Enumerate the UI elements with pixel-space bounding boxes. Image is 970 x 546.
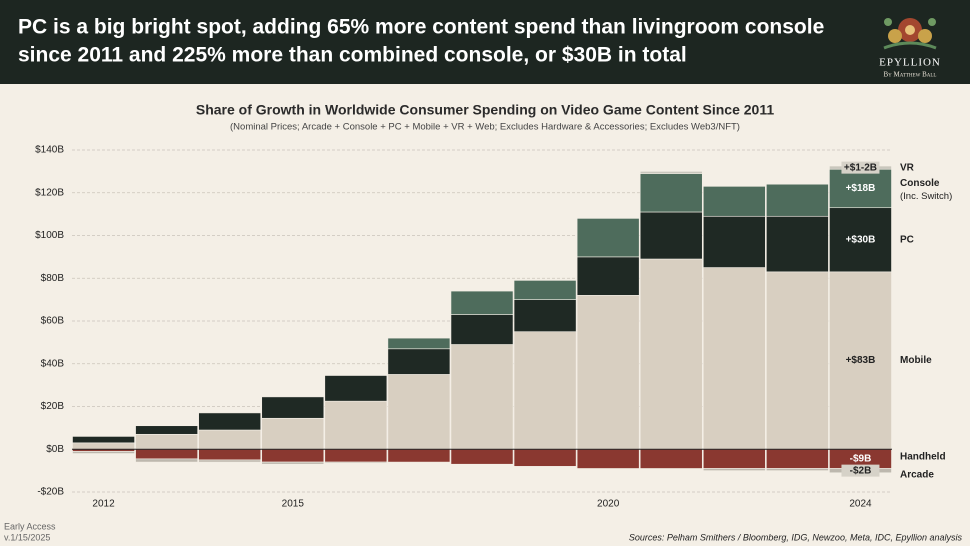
bar-segment <box>450 344 514 450</box>
chart-subtitle: (Nominal Prices; Arcade + Console + PC +… <box>230 122 740 133</box>
logo-byline: By Matthew Ball <box>884 71 937 79</box>
legend-label: VR <box>900 162 915 173</box>
bar-segment <box>261 461 325 465</box>
legend-note: (Inc. Switch) <box>900 191 952 202</box>
header-title: since 2011 and 225% more than combined c… <box>18 44 687 67</box>
bar-segment <box>766 183 829 217</box>
legend-label: Console <box>900 178 940 189</box>
value-label: +$30B <box>846 234 876 245</box>
bar-segment <box>450 448 514 465</box>
bar-segment <box>387 337 451 350</box>
x-tick-label: 2012 <box>92 499 115 510</box>
bar-segment <box>261 417 325 450</box>
footer-status: Early Access <box>4 521 56 531</box>
value-label: -$9B <box>850 454 872 465</box>
bar-segment <box>72 451 135 454</box>
bar-segment <box>639 211 703 260</box>
bar-segment <box>324 375 388 402</box>
bar-segment <box>198 459 262 463</box>
y-tick-label: -$20B <box>37 487 64 498</box>
bar-segment <box>766 271 829 450</box>
bar-segment <box>639 171 703 174</box>
bar-segment <box>576 448 640 469</box>
bar-segment <box>450 314 514 345</box>
bar-segment <box>576 295 640 450</box>
bar-segment <box>576 218 640 258</box>
bar-segment <box>450 290 514 315</box>
bar-segment <box>702 448 766 469</box>
bar-segment <box>702 468 766 471</box>
bar-segment <box>387 374 451 450</box>
value-label: +$83B <box>846 355 876 366</box>
x-tick-label: 2024 <box>849 499 872 510</box>
bar-segment <box>198 429 262 450</box>
bar-segment <box>72 442 135 450</box>
bar-segment <box>766 468 829 471</box>
legend-label: Handheld <box>900 452 946 463</box>
label-bg <box>841 161 880 174</box>
value-label: -$2B <box>850 465 872 476</box>
value-label: +$1-2B <box>844 162 877 173</box>
bar-segment <box>766 215 829 273</box>
bar-segment <box>324 400 388 450</box>
bar-segment <box>135 425 198 435</box>
logo-name: EPYLLION <box>879 57 941 69</box>
bar-segment <box>198 412 262 431</box>
bar-segment <box>324 448 388 463</box>
bar-segment <box>576 256 640 296</box>
y-tick-label: $20B <box>41 401 65 412</box>
bar-segment <box>324 461 388 464</box>
footer-sources: Sources: Pelham Smithers / Bloomberg, ID… <box>629 532 963 542</box>
bar-segment <box>513 280 577 300</box>
legend-label: PC <box>900 234 914 245</box>
bar-segment <box>766 448 829 469</box>
y-tick-label: $0B <box>46 444 64 455</box>
bar-segment <box>513 299 577 332</box>
y-tick-label: $100B <box>35 230 64 241</box>
x-tick-label: 2020 <box>597 499 620 510</box>
bar-segment <box>513 448 577 467</box>
label-bg <box>841 464 880 477</box>
bar-segment <box>702 215 766 268</box>
bar-segment <box>639 258 703 450</box>
bar-segment <box>387 348 451 375</box>
y-tick-label: $60B <box>41 316 65 327</box>
value-label: +$18B <box>846 183 876 194</box>
bar-segment <box>513 331 577 450</box>
y-tick-label: $40B <box>41 358 65 369</box>
bar-segment <box>829 207 892 273</box>
bar-segment <box>702 267 766 450</box>
bar-segment <box>639 448 703 469</box>
bar-segment <box>135 458 198 463</box>
legend-label: Arcade <box>900 469 934 480</box>
bar-segment <box>702 186 766 217</box>
bar-segment <box>829 168 892 209</box>
header-bar <box>0 0 970 84</box>
y-tick-label: $140B <box>35 145 64 156</box>
footer-version: v.1/15/2025 <box>4 532 50 542</box>
y-tick-label: $80B <box>41 273 65 284</box>
legend-label: Mobile <box>900 355 932 366</box>
bar-segment <box>135 433 198 450</box>
logo-emblem <box>883 18 937 50</box>
bar-segment <box>387 448 451 463</box>
x-tick-label: 2015 <box>282 499 305 510</box>
bar-segment <box>198 448 262 461</box>
bar-segment <box>261 396 325 419</box>
bar-segment <box>639 173 703 213</box>
bar-segment <box>72 436 135 444</box>
header-title: PC is a big bright spot, adding 65% more… <box>18 16 824 39</box>
y-tick-label: $120B <box>35 187 64 198</box>
bar-segment <box>261 448 325 463</box>
bar-segment <box>135 448 198 460</box>
chart-title: Share of Growth in Worldwide Consumer Sp… <box>196 102 774 118</box>
